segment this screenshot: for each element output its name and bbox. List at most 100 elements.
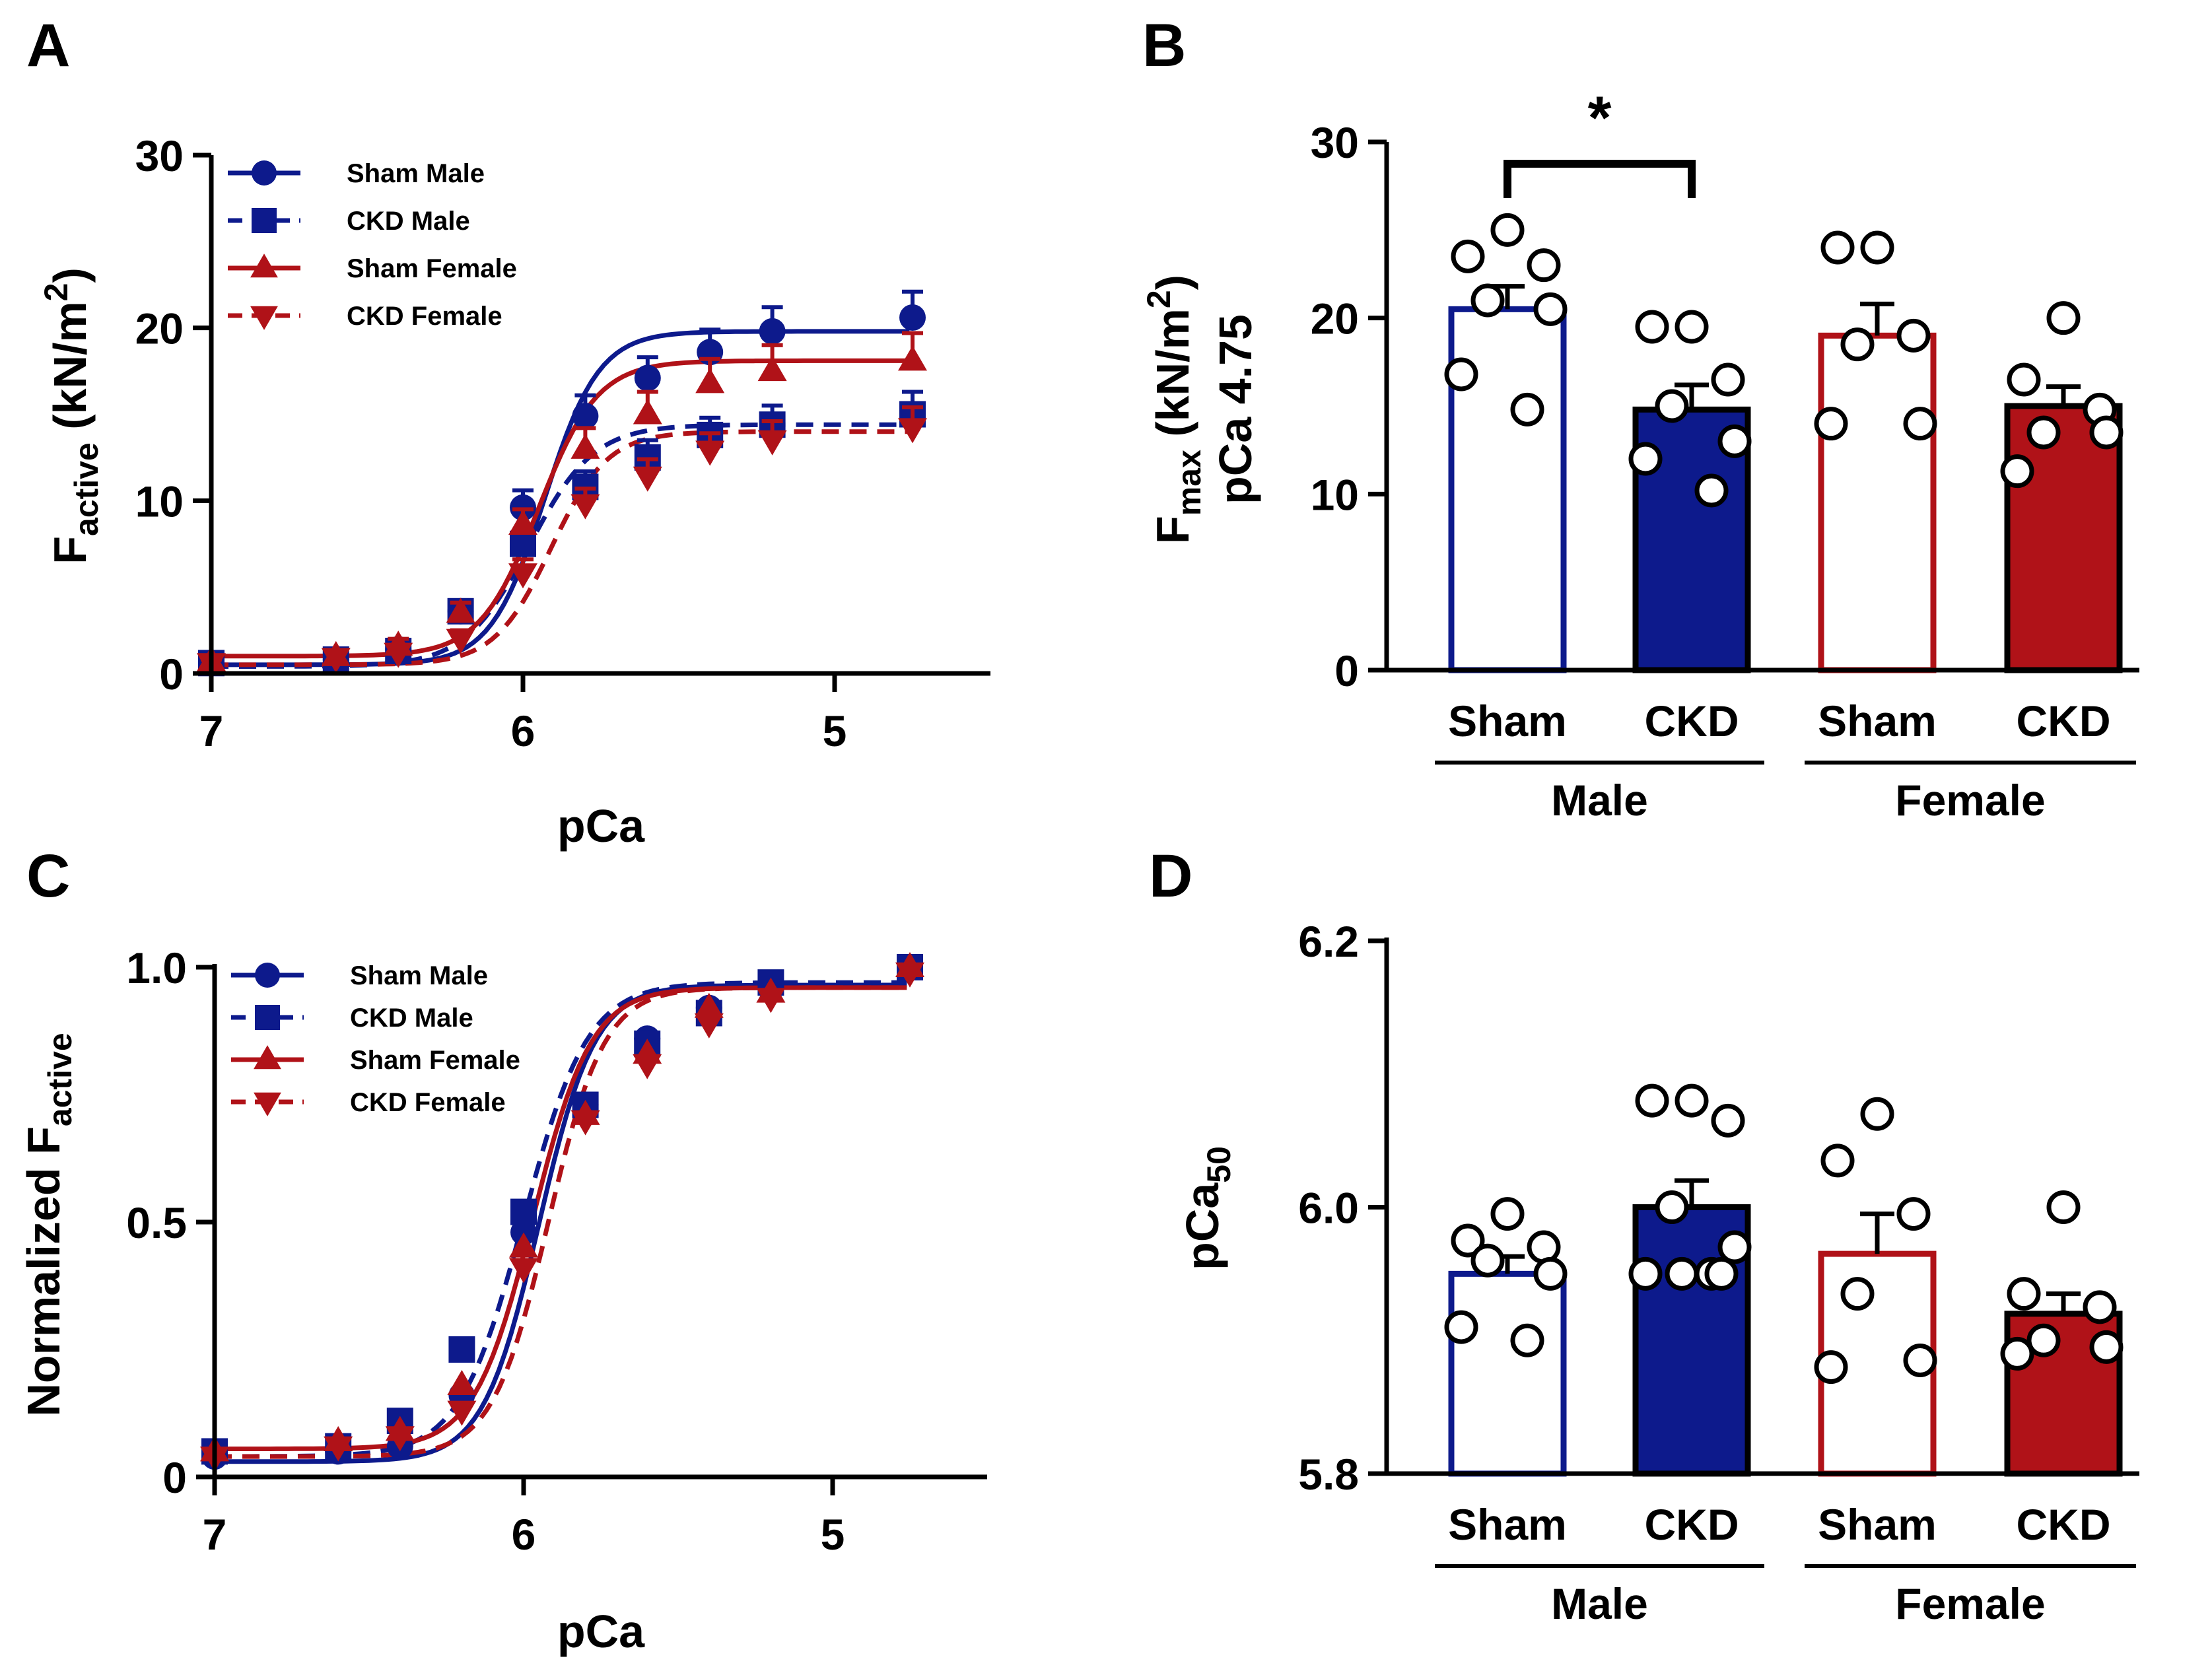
legend-0-marker (252, 160, 277, 186)
bar-0-point (1490, 1197, 1525, 1231)
y-tick-label: 20 (1311, 294, 1359, 343)
bar-2-point (1896, 318, 1931, 353)
legend-1-marker (255, 1005, 280, 1030)
series-1-fit-line (215, 980, 907, 1459)
legend-3-marker (254, 1092, 281, 1116)
y-tick-label: 20 (135, 304, 184, 353)
bar-0-point (1533, 292, 1568, 326)
legend-0-marker (255, 963, 280, 988)
x-tick-label: 6 (511, 706, 536, 755)
x-tick-label: 7 (203, 1510, 227, 1559)
series-0-point (899, 304, 926, 331)
bar-3-point (2083, 1290, 2117, 1324)
y-tick-label: 5.8 (1298, 1450, 1359, 1499)
series-2-fit-line (211, 358, 910, 659)
x-category-label: Sham (1448, 1500, 1567, 1549)
panel-a-y-axis-title: Factive (kN/m2) (38, 267, 105, 564)
series-2-fit-line (215, 985, 907, 1451)
bar-0-point (1510, 1323, 1544, 1357)
significance-asterisk: * (1588, 85, 1612, 152)
panel-a-x-axis-title: pCa (557, 800, 645, 852)
series-1-point (448, 1336, 475, 1363)
panel-c: C 0 0.5 1.0 7 6 5 pCa Normalized Factive Sham… (18, 842, 987, 1657)
panel-a: A 0 10 20 30 7 6 5 pCa Factive (kN/m2) Sham Ma… (26, 12, 990, 852)
series-1-point (510, 1198, 537, 1225)
y-tick-label: 0 (162, 1453, 187, 1502)
bar-1-point (1675, 310, 1709, 344)
bar-2-point (1820, 230, 1855, 265)
x-tick-label: 7 (199, 706, 224, 755)
legend-0-label: Sham Male (347, 159, 485, 188)
panel-c-y-axis-title: Normalized Factive (18, 1033, 79, 1416)
bar-1-point (1655, 1190, 1689, 1224)
x-tick-label: 5 (823, 706, 847, 755)
series-3-point (447, 1400, 477, 1426)
panel-a-letter: A (26, 12, 70, 79)
panel-b-y-axis-title-line1: Fmax (kN/m2) (1140, 275, 1208, 544)
series-2-point (508, 509, 537, 535)
panel-a-ticks: 0 10 20 30 7 6 5 (135, 131, 847, 755)
series-2-point (757, 356, 787, 382)
panel-b: B * 0 10 20 30 Sham CKD Sham CKD Male Female Fmax… (1140, 12, 2139, 825)
bar-1-point (1628, 442, 1663, 476)
bar-0-point (1451, 1223, 1485, 1258)
series-2-point (695, 368, 725, 393)
series-2-point (633, 399, 662, 425)
bar-1-point (1628, 1256, 1663, 1291)
legend-1-label: CKD Male (350, 1004, 473, 1033)
x-category-label: Sham (1818, 697, 1937, 745)
series-2-point (694, 992, 724, 1018)
series-3-point (695, 440, 725, 466)
x-tick-label: 6 (512, 1510, 536, 1559)
bar-3-point (2000, 454, 2034, 489)
group-label: Female (1895, 776, 2045, 825)
bar-2-point (1820, 1144, 1855, 1178)
bar-0-point (1510, 392, 1544, 427)
series-3-point (385, 1426, 415, 1452)
y-tick-label: 10 (1311, 470, 1359, 519)
panel-d-y-axis-title: pCa50 (1177, 1146, 1237, 1270)
group-label: Male (1551, 776, 1648, 825)
panel-c-x-axis-title: pCa (557, 1606, 645, 1657)
x-category-label: Sham (1818, 1500, 1937, 1549)
significance-bracket (1503, 160, 1696, 198)
group-label: Male (1551, 1579, 1648, 1628)
series-0-point (634, 364, 661, 392)
y-tick-label: 10 (135, 477, 184, 526)
series-3-point (633, 1054, 662, 1079)
series-3-point (694, 1013, 724, 1039)
bar-0-point (1527, 248, 1561, 283)
series-3-point (508, 563, 537, 589)
y-tick-label: 6.0 (1298, 1184, 1359, 1233)
y-tick-label: 0 (159, 650, 184, 699)
bar-2-point (1840, 327, 1875, 362)
bar-1-point (1717, 1230, 1752, 1264)
bar-0-point (1444, 1310, 1478, 1344)
panel-c-letter: C (26, 842, 70, 910)
bar-3-point (2000, 1336, 2034, 1371)
bar-1-point (1655, 389, 1689, 423)
panel-a-legend: Sham Male CKD Male Sham Female CKD Female (228, 159, 517, 331)
legend-2-label: Sham Female (350, 1046, 520, 1075)
y-tick-label: 0 (1334, 646, 1359, 695)
panel-a-plot-area (197, 289, 927, 679)
bar-0-point (1527, 1230, 1561, 1264)
bar-2-point (1860, 230, 1894, 265)
panel-b-plot-area: * (1444, 85, 2124, 673)
group-label: Female (1895, 1579, 2045, 1628)
bar-2-point (1840, 1277, 1875, 1311)
y-tick-label: 6.2 (1298, 917, 1359, 966)
bar-0 (1448, 1270, 1567, 1477)
bar-1-point (1711, 1103, 1745, 1138)
legend-0-label: Sham Male (350, 961, 488, 990)
panel-c-legend: Sham Male CKD Male Sham Female CKD Female (231, 961, 520, 1117)
bar-3-point (2046, 1190, 2081, 1224)
bar-3-point (2007, 362, 2041, 397)
panel-b-y-axis-title-line2: pCa 4.75 (1210, 314, 1261, 504)
bar-2 (1818, 332, 1937, 673)
series-0-fit-line (215, 982, 907, 1464)
legend-2-marker (250, 254, 278, 278)
bar-0-point (1490, 213, 1525, 247)
legend-2-label: Sham Female (347, 254, 517, 283)
bar-0-point (1470, 283, 1505, 318)
